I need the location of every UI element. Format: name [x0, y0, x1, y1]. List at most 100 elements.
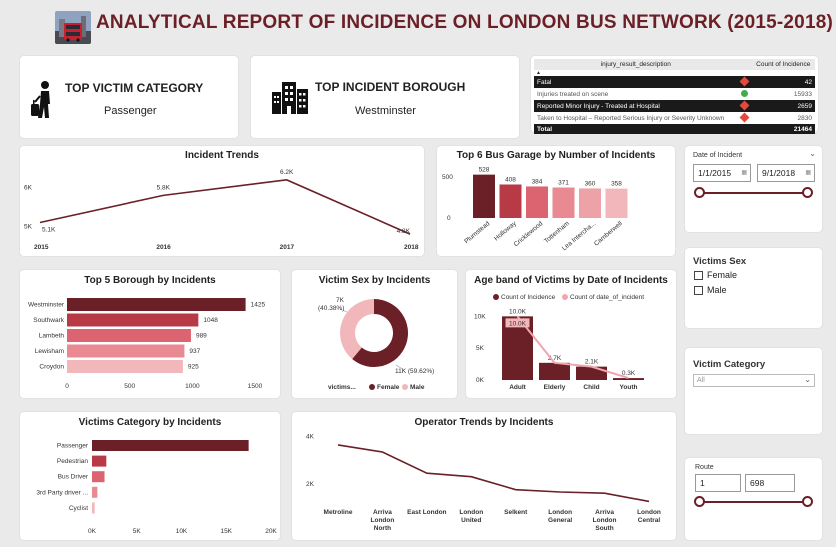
bar — [579, 188, 601, 218]
chevron-down-icon[interactable]: ⌄ — [804, 375, 811, 384]
y-category-label: Cyclist — [69, 505, 88, 512]
date-range-end-handle[interactable] — [802, 187, 813, 198]
y-tick-label: 6K — [24, 185, 33, 192]
route-start-input[interactable]: 1 — [695, 474, 741, 492]
calendar-icon[interactable]: ▦ — [805, 170, 811, 176]
checkbox-male-box[interactable] — [694, 285, 703, 295]
x-tick-label: Camberwell — [593, 220, 624, 248]
date-slicer-title: Date of Incident — [693, 152, 743, 159]
borough-card: Top 5 Borough by Incidents Westminster 14… — [20, 270, 280, 398]
kpi-borough-title: TOP INCIDENT BOROUGH — [315, 80, 466, 94]
table-row[interactable]: Reported Minor Injury - Treated at Hospi… — [534, 100, 815, 112]
x-tick-label: London General — [548, 509, 572, 524]
x-tick-label: Holloway — [493, 220, 518, 243]
checkbox-female-box[interactable] — [694, 270, 703, 280]
bar — [67, 313, 199, 327]
total-value: 21464 — [751, 124, 815, 134]
col-injury-description[interactable]: injury_result_description — [600, 61, 671, 68]
data-label: 925 — [188, 364, 199, 371]
bar — [92, 440, 249, 451]
operator-chart: 4K 2K Metroline Arriva London North East Londo… — [306, 434, 661, 532]
data-label: 0.3K — [622, 370, 636, 377]
x-tick-label: 5K — [133, 528, 142, 535]
victim-sex-card: Victim Sex by Incidents 11K (59.62%) 7K (4… — [292, 270, 457, 398]
y-category-label: 3rd Party driver ... — [36, 489, 88, 496]
end-date-input[interactable]: 9/1/2018 ▦ — [757, 164, 815, 182]
leader-line — [395, 364, 405, 371]
legend-label: Count of date_of_incident — [570, 294, 644, 301]
victim-category-selected: All — [697, 377, 705, 384]
trend-line — [39, 179, 411, 235]
victims-category-title: Victims Category by Incidents — [78, 417, 222, 428]
kpi-victim-value: Passenger — [104, 105, 157, 117]
route-range-start-handle[interactable] — [694, 496, 705, 507]
data-label: 5.1K — [42, 227, 56, 234]
city-buildings-icon — [272, 82, 308, 114]
bar — [605, 188, 628, 218]
borough-title: Top 5 Borough by Incidents — [84, 275, 216, 286]
table-row[interactable]: Injuries treated on scene 15933 — [534, 88, 815, 100]
date-range-track[interactable] — [699, 192, 807, 194]
total-row: Total 21464 — [534, 124, 815, 134]
incident-trends-chart: 6K 5K 5.1K 2015 5.8K 2016 6.2K 2017 4.8K 2018 — [24, 169, 419, 251]
x-tick-label: Plumstead — [463, 220, 491, 245]
table-row[interactable]: Taken to Hospital – Reported Serious Inj… — [534, 112, 815, 124]
route-slicer-card: Route 1 698 — [685, 458, 822, 540]
calendar-icon[interactable]: ▦ — [741, 170, 747, 176]
table-row[interactable]: Fatal 42 — [534, 76, 815, 88]
pie-slice — [340, 299, 374, 360]
report-title: ANALYTICAL REPORT OF INCIDENCE ON LONDON… — [96, 12, 833, 33]
checkbox-male[interactable]: Male — [694, 285, 727, 295]
bar — [67, 344, 185, 358]
sort-up-icon[interactable]: ▲ — [534, 70, 815, 76]
bar — [526, 186, 548, 218]
bar — [499, 184, 522, 218]
y-tick-label: 5K — [476, 345, 485, 352]
data-label: 384 — [532, 178, 543, 185]
data-label: 6.2K — [280, 169, 294, 176]
victims-category-card: Victims Category by Incidents Passenger P… — [20, 412, 280, 540]
checkbox-female[interactable]: Female — [694, 270, 737, 280]
y-category-label: Lewisham — [35, 348, 64, 355]
incident-trends-title: Incident Trends — [185, 150, 259, 161]
series-line — [516, 315, 629, 380]
bar — [539, 362, 570, 380]
x-tick-label: Selkent — [504, 509, 528, 516]
route-range-end-handle[interactable] — [802, 496, 813, 507]
operator-title: Operator Trends by Incidents — [414, 417, 554, 428]
count-cell: 2659 — [751, 100, 815, 112]
injury-table-card: injury_result_description Count of Incid… — [531, 56, 818, 134]
route-end-input[interactable]: 698 — [745, 474, 795, 492]
route-range-track[interactable] — [699, 501, 807, 503]
x-tick-label: 0 — [65, 383, 69, 390]
data-label: 7K (40.38%) — [318, 297, 345, 312]
date-range-start-handle[interactable] — [694, 187, 705, 198]
y-category-label: Pedestrian — [57, 458, 88, 465]
y-category-label: Southwark — [33, 317, 64, 324]
route-slicer-title: Route — [695, 464, 714, 471]
x-tick-label: 500 — [124, 383, 135, 390]
x-tick-label: 15K — [220, 528, 232, 535]
operator-line — [337, 444, 650, 503]
victim-sex-chart: 11K (59.62%) 7K (40.38%) victims... Female Ma… — [318, 297, 434, 391]
col-count-incidence[interactable]: Count of Incidence — [756, 61, 811, 68]
x-tick-label: Arriva London South — [593, 509, 617, 532]
legend-label: Count of Incidence — [501, 294, 556, 301]
chevron-down-icon[interactable]: ⌄ — [809, 149, 816, 158]
victim-category-dropdown[interactable]: All ⌄ — [693, 374, 815, 387]
injury-description-cell: Fatal — [534, 76, 738, 88]
legend-marker — [562, 294, 568, 300]
start-date-input[interactable]: 1/1/2015 ▦ — [693, 164, 751, 182]
x-tick-label: Adult — [509, 384, 526, 391]
data-label: 4.8K — [397, 228, 411, 235]
legend-marker — [493, 294, 499, 300]
y-tick-label: 500 — [442, 174, 453, 181]
x-tick-label: Cricklewood — [513, 220, 545, 248]
victims-category-chart: Passenger Pedestrian Bus Driver 3rd Party d… — [36, 440, 277, 535]
x-tick-label: 10K — [176, 528, 188, 535]
bar — [92, 486, 98, 498]
injury-description-cell: Injuries treated on scene — [534, 88, 738, 100]
y-tick-label: 10K — [474, 313, 486, 320]
x-tick-label: 2015 — [34, 244, 49, 251]
bar — [473, 174, 495, 218]
